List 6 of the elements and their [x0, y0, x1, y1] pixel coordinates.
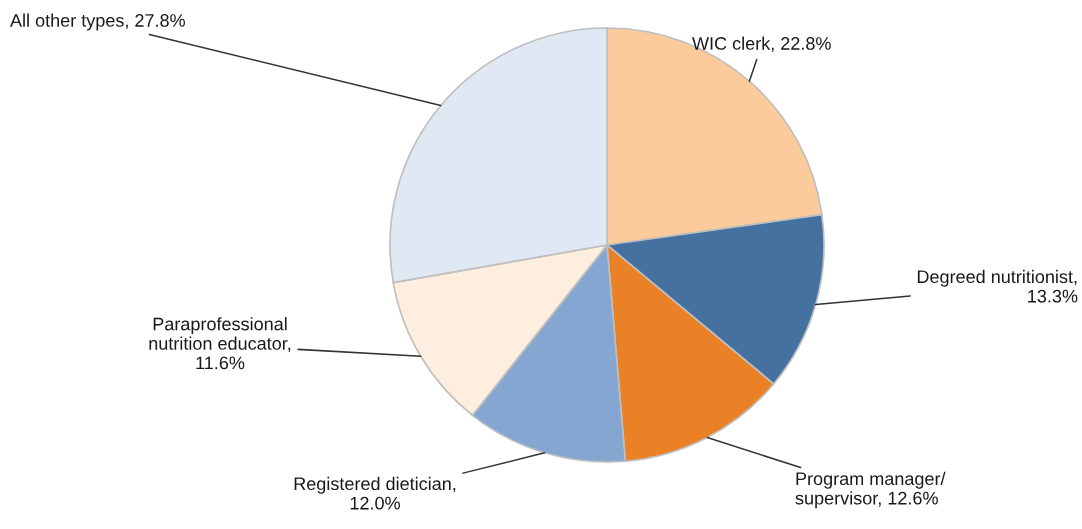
slice-label: Registered dietician, 12.0% — [294, 476, 456, 510]
slice-label: Degreed nutritionist, 13.3% — [917, 269, 1078, 303]
slice-label: Program manager/ supervisor, 12.6% — [795, 471, 946, 509]
slice-label: Paraprofessional nutrition educator, 11.6% — [149, 317, 291, 370]
slice-label: WIC clerk, 22.8% — [692, 36, 831, 52]
slice-label: All other types, 27.8% — [10, 13, 185, 31]
